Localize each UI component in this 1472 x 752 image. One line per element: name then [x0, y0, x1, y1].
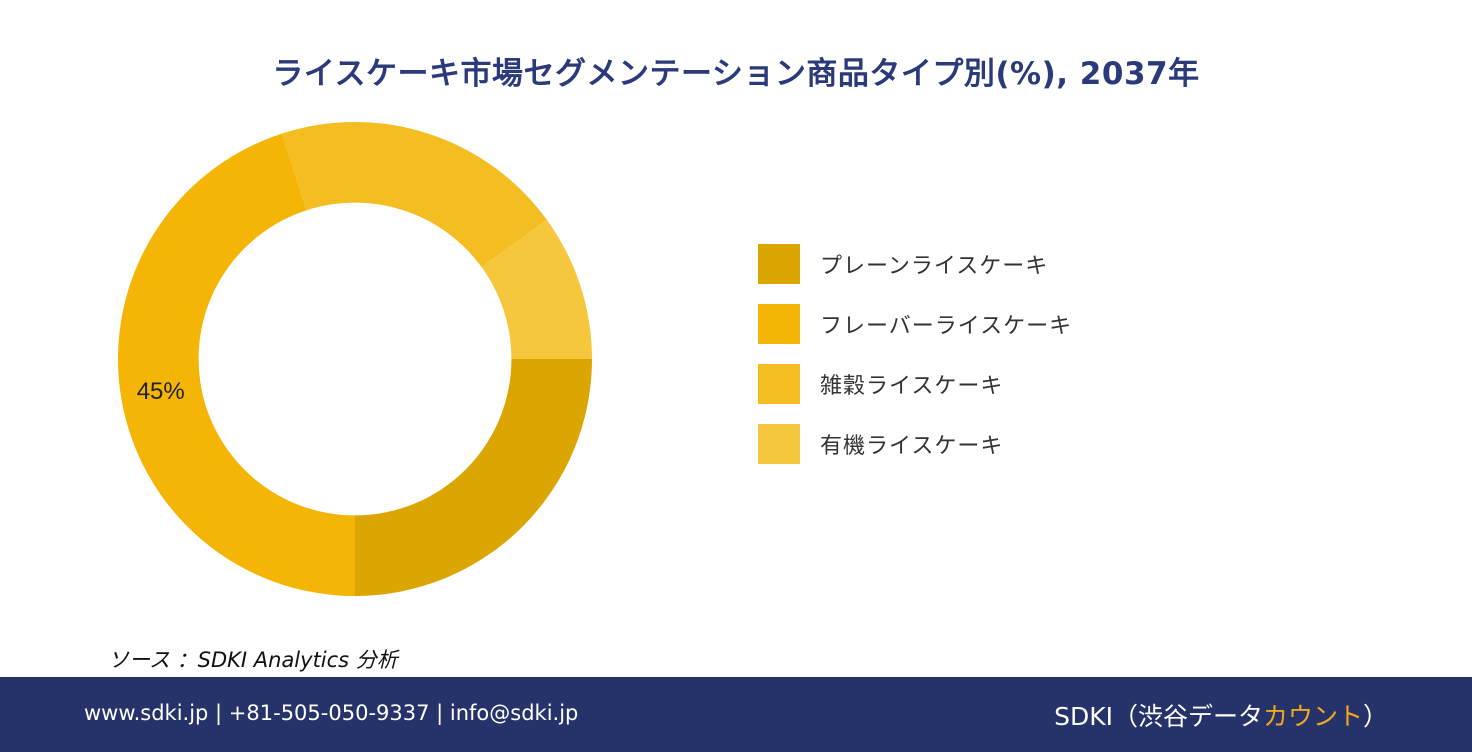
donut-chart: 45%: [118, 122, 592, 596]
legend-label-plain: プレーンライスケーキ: [820, 254, 1049, 279]
legend-swatch-flavored: [758, 304, 800, 344]
legend-item-flavored: フレーバーライスケーキ: [758, 304, 1072, 344]
legend-item-plain: プレーンライスケーキ: [758, 244, 1072, 284]
slice-multigrain: [281, 122, 547, 268]
slice-organic: [481, 219, 592, 359]
footer-contact: www.sdki.jp | +81-505-050-9337 | info@sd…: [84, 701, 579, 725]
source-note: ソース ：SDKI Analytics 分析: [108, 648, 398, 672]
legend-label-organic: 有機ライスケーキ: [820, 434, 1004, 459]
chart-title: ライスケーキ市場セグメンテーション商品タイプ別(%), 2037年: [272, 56, 1200, 92]
slice-plain: [355, 359, 592, 596]
footer-brand: SDKI（渋谷データカウント）: [1054, 697, 1388, 733]
legend-swatch-organic: [758, 424, 800, 464]
data-label-flavored: 45%: [137, 378, 185, 405]
footer-bar: www.sdki.jp | +81-505-050-9337 | info@sd…: [0, 677, 1472, 752]
footer-brand-close: ）: [1362, 702, 1388, 731]
footer-brand-main: SDKI（渋谷データ: [1054, 702, 1263, 731]
slice-flavored: [118, 133, 355, 596]
legend-label-flavored: フレーバーライスケーキ: [820, 314, 1073, 339]
footer-brand-accent: カウント: [1262, 702, 1363, 731]
legend-swatch-plain: [758, 244, 800, 284]
chart-legend: プレーンライスケーキ フレーバーライスケーキ 雑穀ライスケーキ 有機ライスケーキ: [758, 244, 1072, 484]
legend-item-organic: 有機ライスケーキ: [758, 424, 1072, 464]
legend-label-multigrain: 雑穀ライスケーキ: [820, 374, 1004, 399]
legend-swatch-multigrain: [758, 364, 800, 404]
legend-item-multigrain: 雑穀ライスケーキ: [758, 364, 1072, 404]
